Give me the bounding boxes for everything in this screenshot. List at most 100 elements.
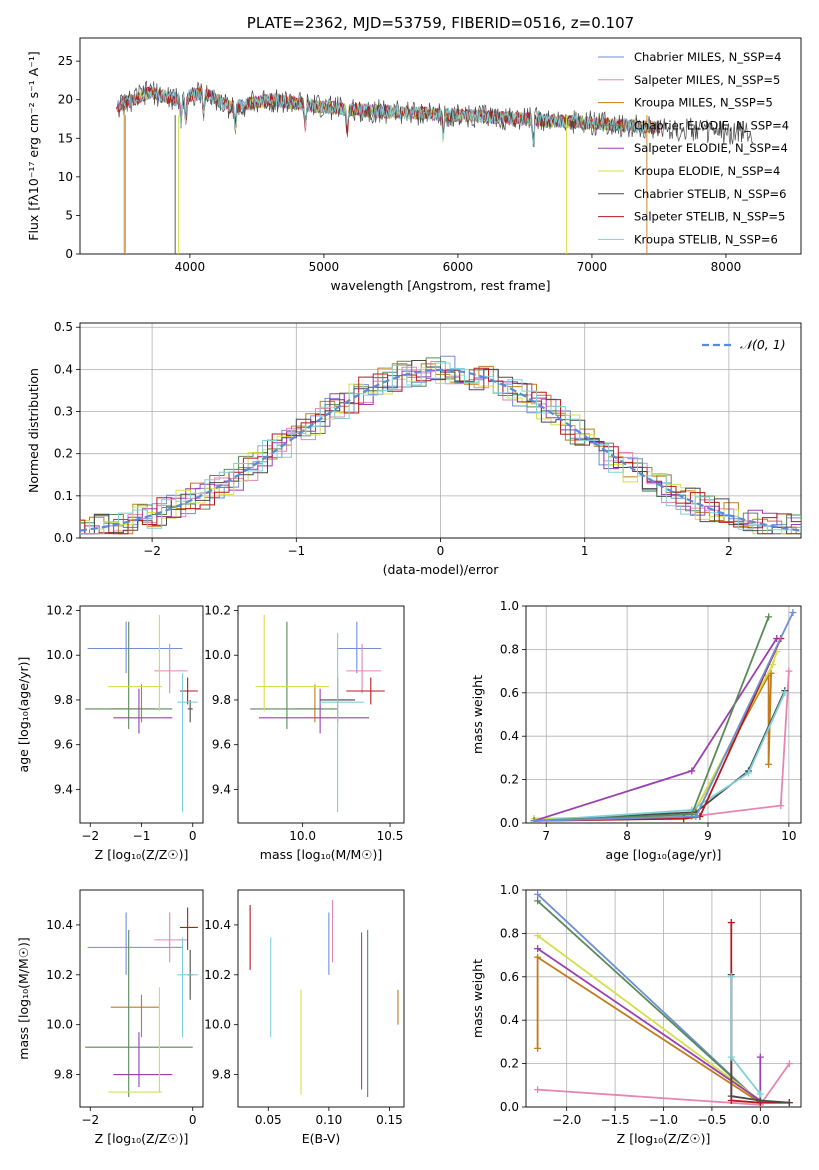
y-tick-label: 0.6 — [500, 686, 519, 700]
legend-spectrum: Chabrier MILES, N_SSP=4 Salpeter MILES, N… — [598, 50, 789, 246]
legend-label: 𝒩(0, 1) — [740, 337, 786, 352]
x-tick-label: 1 — [581, 544, 589, 558]
weight-marker — [756, 1090, 764, 1098]
y-tick-label: 0.2 — [54, 447, 73, 461]
y-tick-label: 9.6 — [212, 738, 231, 752]
weights-weight_vs_Z — [534, 890, 793, 1107]
axes-spectrum: 4000 5000 6000 7000 8000 0 5 10 15 20 25 wavelength… — [26, 37, 802, 293]
x-axis-label: age [log₁₀(age/yr)] — [606, 847, 722, 862]
weight-marker — [781, 689, 789, 697]
x-tick-label: 0.15 — [376, 1113, 403, 1127]
weight-marker — [534, 1086, 542, 1094]
y-tick-label: 10.2 — [46, 603, 73, 617]
weight-line — [536, 900, 761, 1104]
legend-label: Kroupa MILES, N_SSP=5 — [634, 96, 773, 110]
weight-marker — [765, 613, 773, 621]
x-tick-label: 0.05 — [255, 1113, 282, 1127]
y-tick-label: 1.0 — [500, 883, 519, 897]
axes-frame — [79, 605, 204, 824]
weight-line — [534, 616, 770, 822]
y-tick-label: 0 — [65, 247, 73, 261]
y-tick-label: 0.0 — [54, 531, 73, 545]
x-tick-label: 0 — [189, 829, 197, 843]
x-tick-label: −2.0 — [552, 1113, 581, 1127]
residual-histogram — [80, 361, 801, 535]
y-tick-label: 25 — [58, 54, 73, 68]
y-axis-label: age [log₁₀(age/yr)] — [16, 657, 31, 773]
legend-label: Salpeter STELIB, N_SSP=5 — [634, 210, 785, 224]
weight-marker — [769, 661, 777, 669]
residual-histogram — [80, 357, 801, 535]
x-tick-label: 0.10 — [316, 1113, 343, 1127]
x-tick-label: 4000 — [175, 260, 206, 274]
axes-frame — [79, 322, 802, 539]
axes-residuals: −2 −1 0 1 2 0.0 0.1 0.2 0.3 0.4 0.5 (data-model)/er… — [26, 320, 802, 577]
x-tick-label: −1 — [287, 544, 305, 558]
axes-frame — [79, 37, 802, 255]
x-axis-label: Z [log₁₀(Z/Z☉)] — [95, 1131, 189, 1146]
axes-frame — [525, 605, 802, 824]
x-tick-label: −0.5 — [697, 1113, 726, 1127]
x-tick-label: 5000 — [309, 260, 340, 274]
y-tick-label: 0.2 — [500, 1057, 519, 1071]
weight-marker — [765, 760, 773, 768]
x-tick-label: 8000 — [711, 260, 742, 274]
axes-weight_vs_age: 7 8 9 10 0.0 0.2 0.4 0.6 0.8 1.0 age [log₁₀(age/yr… — [470, 599, 802, 862]
weight-marker — [534, 945, 542, 953]
weight-line — [534, 671, 790, 820]
axes-frame — [79, 889, 204, 1108]
y-tick-label: 9.8 — [212, 1068, 231, 1082]
axes-age_vs_mass: 10.0 10.5 9.4 9.6 9.8 10.0 10.2 mass [log₁₀(M/M… — [204, 603, 405, 862]
x-tick-label: 9 — [704, 829, 712, 843]
y-tick-label: 0.6 — [500, 970, 519, 984]
weight-marker — [756, 1096, 764, 1104]
x-tick-label: 2 — [725, 544, 733, 558]
weight-marker — [785, 1099, 793, 1107]
errorbars-mass_vs_EBV — [249, 899, 399, 1098]
y-tick-label: 9.8 — [212, 693, 231, 707]
weight-line — [534, 690, 786, 822]
x-tick-label: 10.5 — [377, 829, 404, 843]
y-tick-label: 10.0 — [204, 1018, 231, 1032]
x-tick-label: −1.0 — [649, 1113, 678, 1127]
x-tick-label: 7000 — [577, 260, 608, 274]
axes-frame — [525, 889, 802, 1108]
x-tick-label: −2 — [81, 1113, 99, 1127]
y-tick-label: 10.2 — [204, 968, 231, 982]
gaussian-curve — [80, 368, 801, 532]
y-tick-label: 0.2 — [500, 773, 519, 787]
y-tick-label: 0.1 — [54, 489, 73, 503]
x-tick-label: 6000 — [443, 260, 474, 274]
y-axis-label: mass [log₁₀(M/M☉)] — [16, 937, 31, 1059]
weight-marker — [785, 1060, 793, 1068]
residual-histogram — [80, 362, 801, 535]
y-tick-label: 0.4 — [500, 1013, 519, 1027]
errorbars-age_vs_Z — [85, 614, 198, 812]
y-tick-label: 0.4 — [500, 729, 519, 743]
weight-line — [730, 976, 762, 1095]
axes-mass_vs_EBV: 0.05 0.10 0.15 9.8 10.0 10.2 10.4 E(B-V) — [204, 889, 405, 1146]
x-tick-label: −1.5 — [601, 1113, 630, 1127]
weight-marker — [534, 953, 542, 961]
y-tick-label: 0.0 — [500, 816, 519, 830]
x-tick-label: 8 — [623, 829, 631, 843]
weight-marker — [727, 973, 735, 981]
weight-marker — [688, 767, 696, 775]
legend-label: Salpeter ELODIE, N_SSP=4 — [634, 141, 788, 155]
y-tick-label: 10.0 — [46, 1018, 73, 1032]
weight-marker — [534, 932, 542, 940]
weight-marker — [534, 890, 542, 898]
y-tick-label: 9.4 — [212, 782, 231, 796]
x-tick-label: 10 — [781, 829, 796, 843]
axes-weight_vs_Z: −2.0 −1.5 −1.0 −0.5 0.0 0.0 0.2 0.4 0.6 0.8 1.0 Z [… — [470, 883, 802, 1146]
weight-line — [534, 638, 782, 822]
weight-line — [534, 673, 772, 822]
residual-histogram — [80, 367, 801, 535]
y-axis-label: Flux [fλ10⁻¹⁷ erg cm⁻² s⁻¹ A⁻¹] — [26, 51, 41, 240]
y-tick-label: 9.8 — [54, 693, 73, 707]
weight-marker — [727, 1053, 735, 1061]
errorbars-age_vs_mass — [250, 614, 385, 812]
y-tick-label: 9.4 — [54, 782, 73, 796]
spectrum-lines — [115, 80, 754, 254]
